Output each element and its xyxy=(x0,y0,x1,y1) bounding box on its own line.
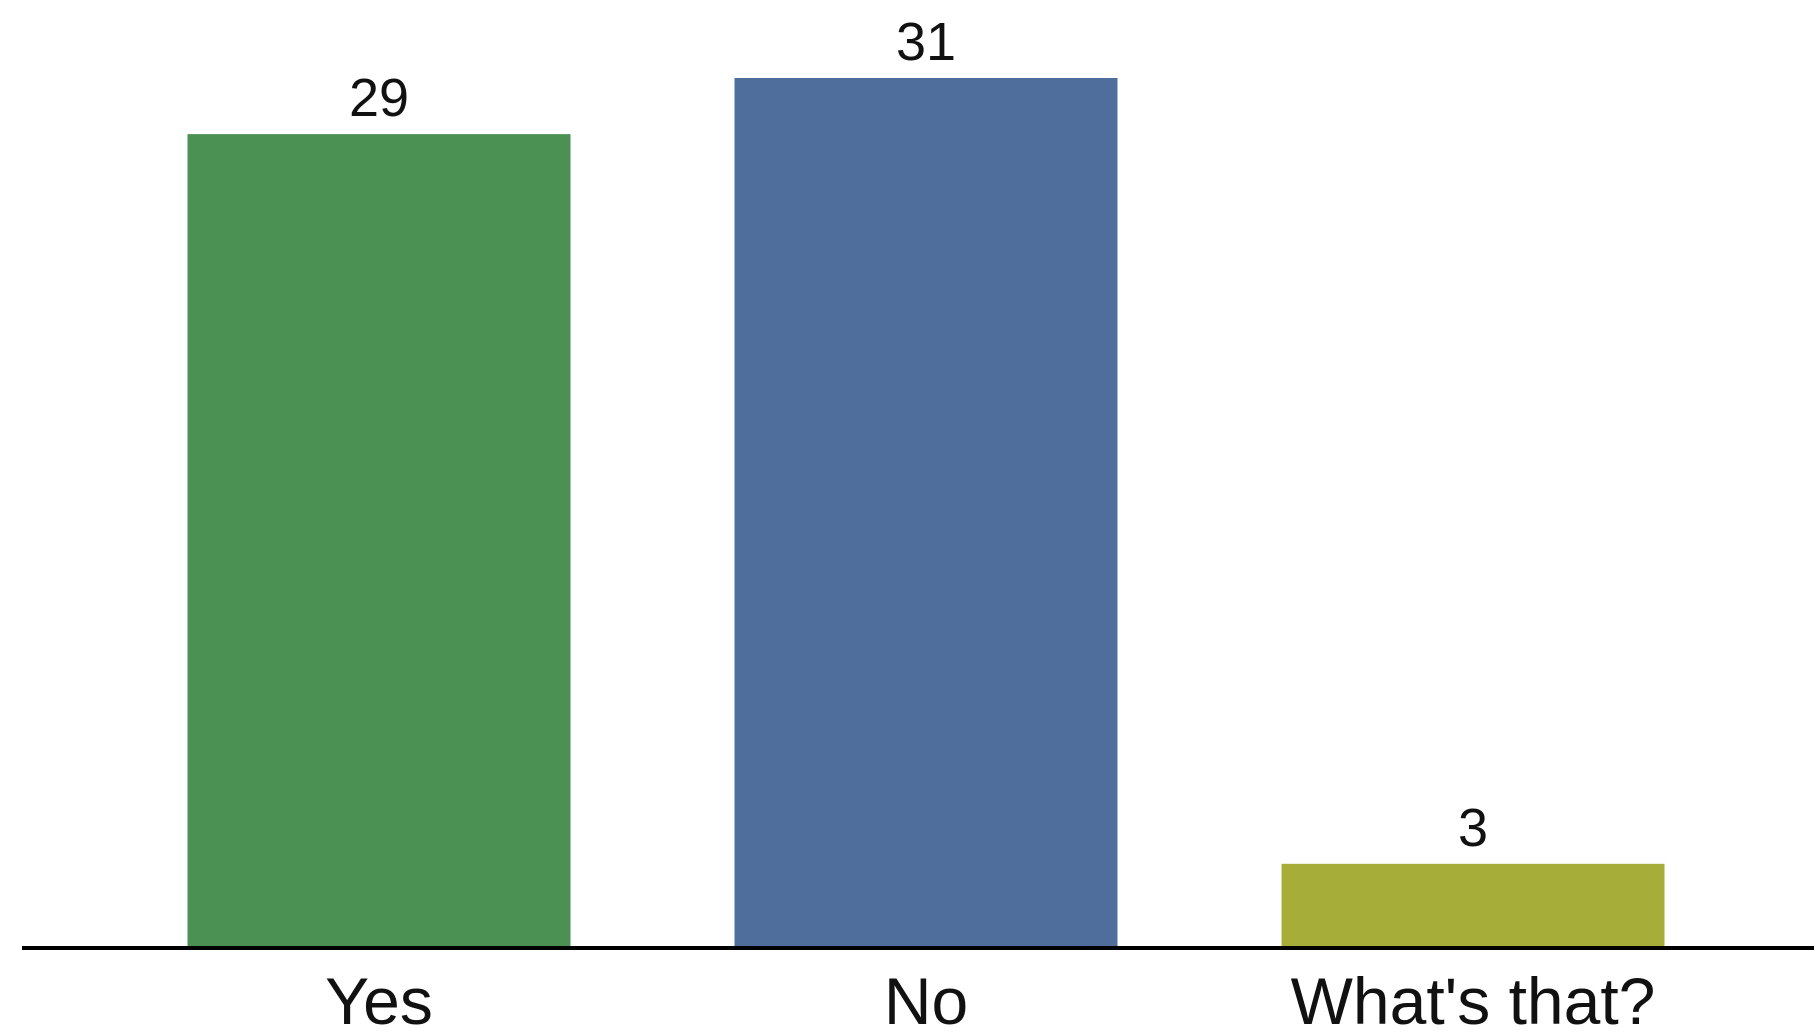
category-label: Yes xyxy=(325,964,433,1035)
bar-yes xyxy=(187,134,571,948)
bars-group xyxy=(187,78,1665,948)
value-label: 31 xyxy=(896,12,956,72)
bar-no xyxy=(734,78,1118,948)
value-label: 29 xyxy=(349,68,409,128)
category-label: No xyxy=(884,964,968,1035)
value-label: 3 xyxy=(1458,798,1488,858)
value-labels-group: 29 31 3 xyxy=(349,12,1488,858)
category-label: What's that? xyxy=(1291,964,1656,1035)
category-labels-group: Yes No What's that? xyxy=(325,964,1655,1035)
bar-what-s-that xyxy=(1281,863,1665,948)
